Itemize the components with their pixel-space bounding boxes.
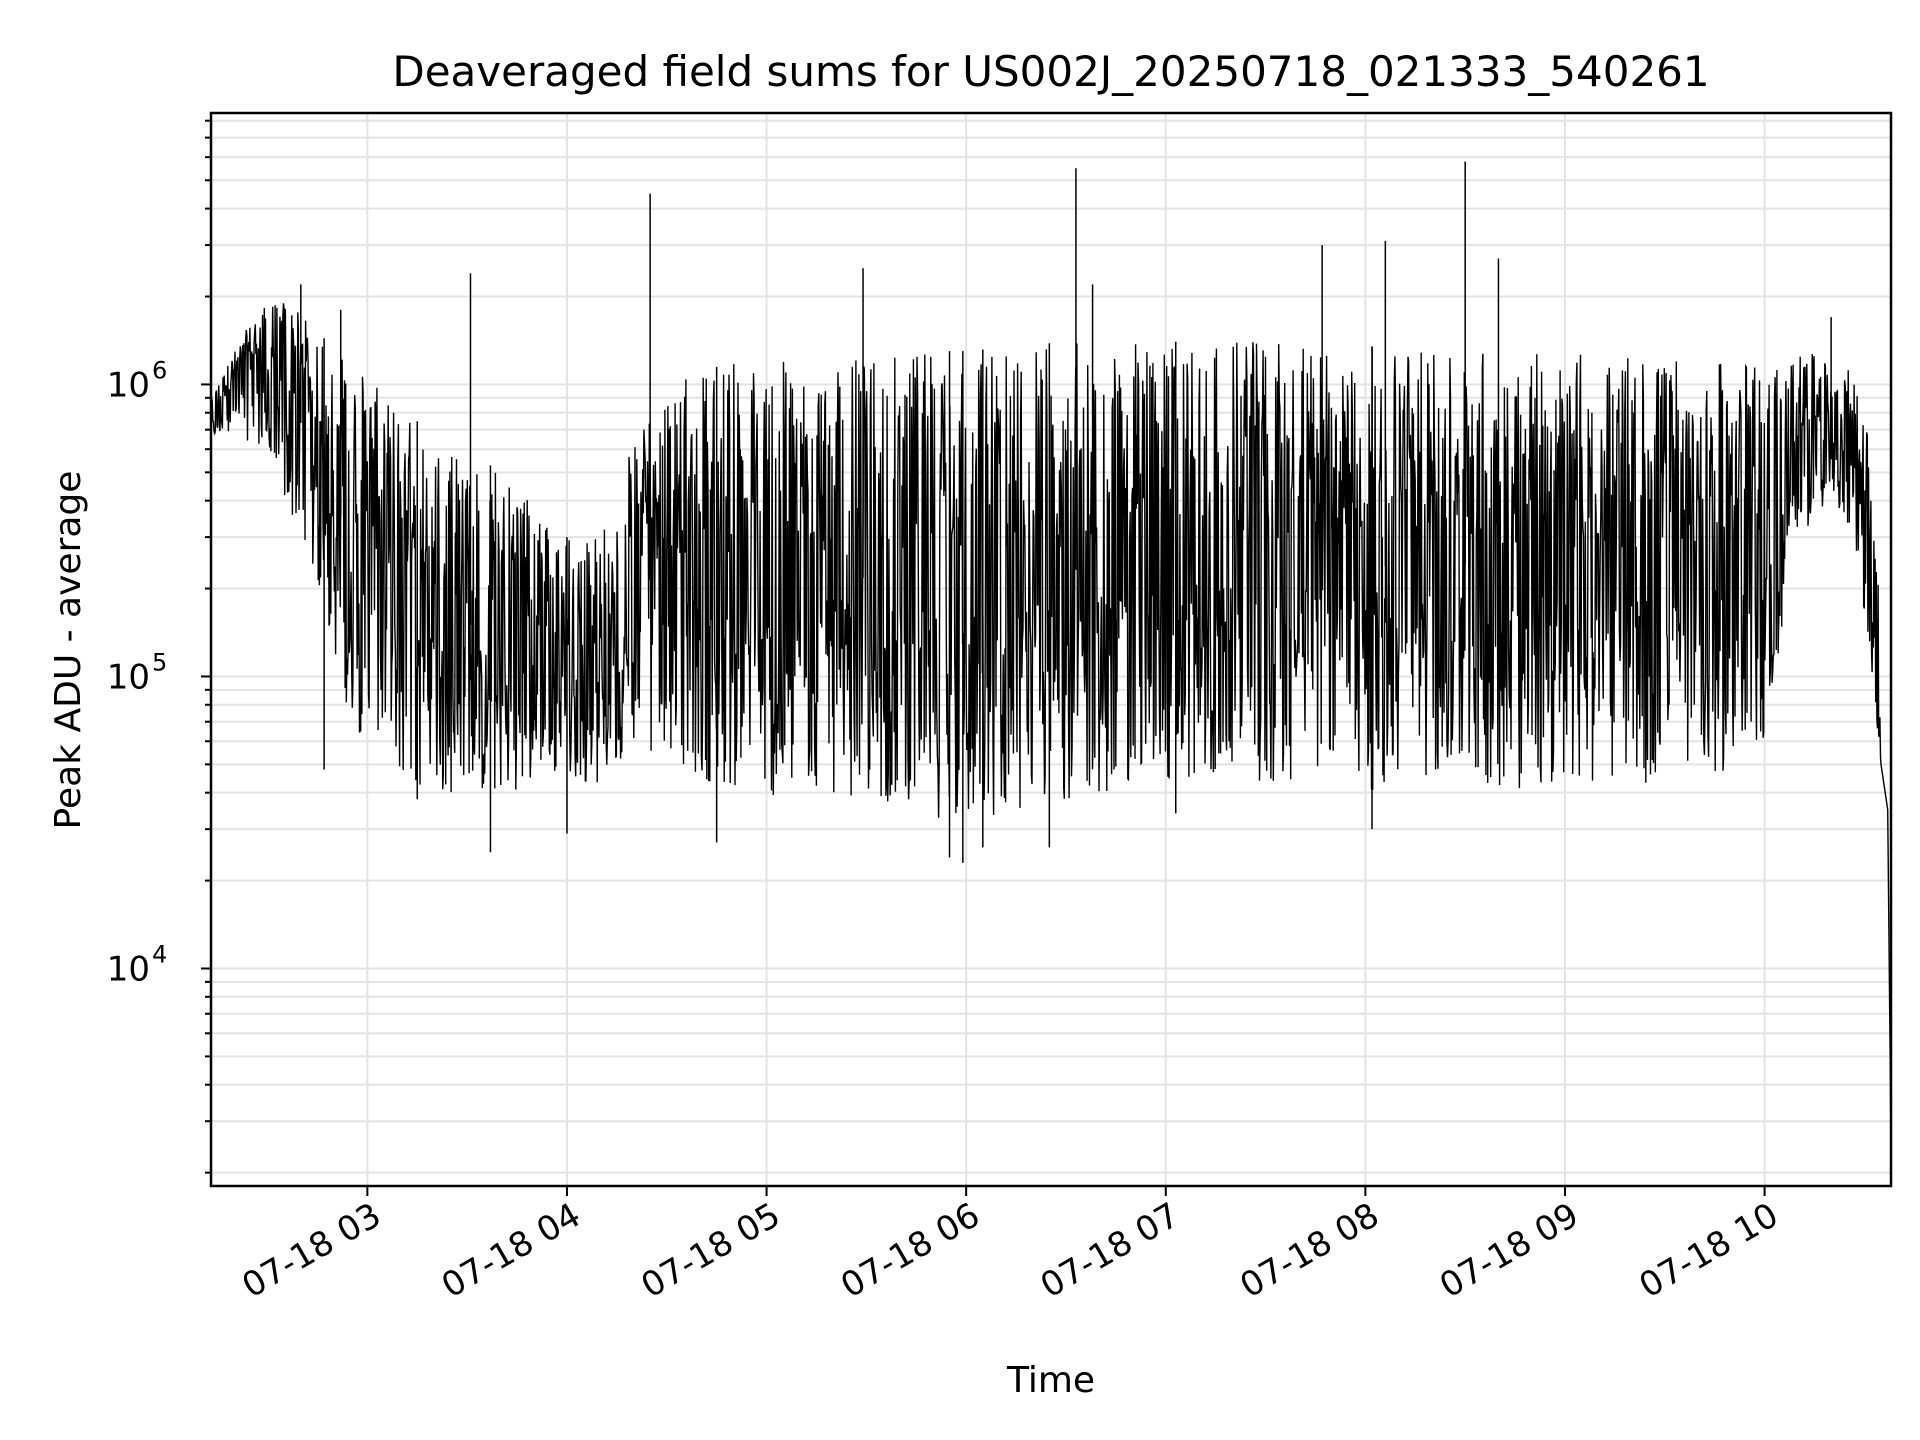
y-tick-label: 10 (107, 657, 150, 697)
y-axis-label: Peak ADU - average (48, 471, 89, 830)
x-axis-label: Time (1006, 1360, 1095, 1401)
plot-frame (209, 111, 1893, 1188)
y-tick-exponent: 6 (152, 356, 167, 384)
y-tick-label: 10 (107, 365, 150, 405)
series-line (210, 303, 1892, 1145)
data-layer (210, 161, 1892, 1145)
y-tick-exponent: 5 (152, 648, 167, 676)
y-tick-exponent: 4 (152, 941, 167, 969)
y-tick-label: 10 (107, 950, 150, 990)
chart-title: Deaveraged field sums for US002J_2025071… (392, 47, 1709, 96)
